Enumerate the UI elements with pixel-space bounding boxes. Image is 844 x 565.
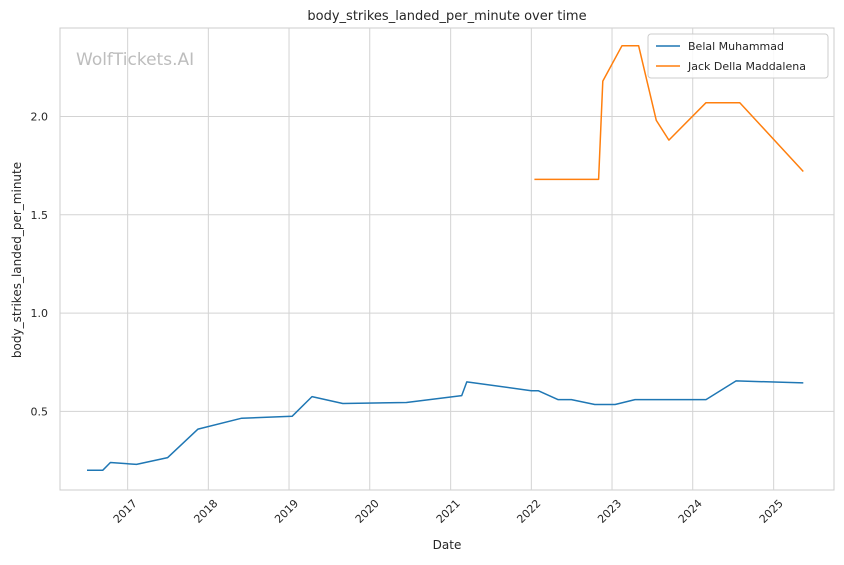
chart-title: body_strikes_landed_per_minute over time xyxy=(307,9,586,24)
legend-label: Belal Muhammad xyxy=(688,40,784,53)
legend-box xyxy=(647,33,829,79)
x-tick-label: 2019 xyxy=(272,497,301,526)
legend: Belal Muhammad Jack Della Maddalena xyxy=(647,33,829,79)
x-tick-label: 2018 xyxy=(191,497,220,526)
series-line-1 xyxy=(87,380,804,472)
x-tick-label: 2025 xyxy=(757,497,786,526)
x-tick-label: 2017 xyxy=(111,497,140,526)
x-tick-label: 2024 xyxy=(676,497,705,526)
y-tick-label: 0.5 xyxy=(31,405,49,418)
series-line-2 xyxy=(534,44,804,181)
plot-area xyxy=(59,27,835,491)
x-tick-label: 2021 xyxy=(434,497,463,526)
x-tick-label: 2020 xyxy=(353,497,382,526)
y-tick-label: 1.0 xyxy=(31,307,49,320)
y-tick-label: 1.5 xyxy=(31,209,49,222)
x-tick-label: 2023 xyxy=(595,497,624,526)
x-tick-label: 2022 xyxy=(514,497,543,526)
watermark-text: WolfTickets.AI xyxy=(76,50,194,70)
x-axis-label: Date xyxy=(433,538,462,552)
y-axis-label: body_strikes_landed_per_minute xyxy=(10,162,24,358)
y-tick-label: 2.0 xyxy=(31,110,49,123)
legend-label: Jack Della Maddalena xyxy=(687,60,806,73)
